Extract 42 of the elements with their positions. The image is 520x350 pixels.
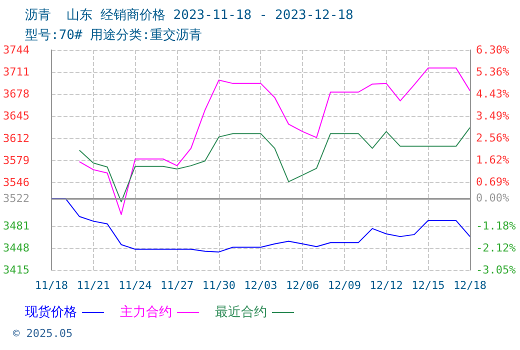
y2-tick-label: 2.56% — [476, 132, 510, 144]
legend-label: 最近合约 — [215, 305, 267, 320]
text: © 2025.05 — [13, 327, 73, 340]
y-tick-label: 3579 — [2, 154, 30, 167]
y-tick-label: 3522 — [2, 192, 30, 205]
x-tick-label: 12/18 — [453, 279, 487, 292]
y2-tick-label: 0.69% — [476, 176, 510, 188]
y2-tick-label: 3.49% — [476, 110, 510, 123]
line-series — [78, 68, 470, 215]
y-tick-label: 3481 — [2, 219, 30, 232]
y-tick-label: 3415 — [2, 264, 30, 276]
y-tick-label: 3645 — [2, 110, 30, 123]
x-tick-label: 12/12 — [370, 279, 403, 292]
x-tick-label: 11/30 — [202, 279, 236, 292]
legend-label: 主力合约 — [120, 304, 172, 320]
y2-tick-label: -2.12% — [476, 242, 516, 255]
line-series — [78, 127, 470, 202]
x-tick-label: 12/03 — [244, 279, 278, 292]
y-tick-label: 3744 — [2, 44, 30, 56]
y2-tick-label: 0.00% — [476, 192, 510, 205]
y-tick-label: 3546 — [2, 176, 30, 189]
x-tick-label: 11/27 — [160, 279, 194, 292]
x-tick-label: 12/09 — [328, 279, 362, 292]
y2-tick-label: 6.30% — [476, 44, 510, 56]
x-tick-label: 12/15 — [412, 279, 445, 292]
y2-tick-label: 5.36% — [476, 66, 510, 79]
x-tick-label: 11/21 — [76, 279, 110, 292]
x-tick-label: 11/24 — [118, 279, 152, 292]
x-tick-label: 12/06 — [286, 279, 320, 292]
legend-label: 现货价格 — [25, 305, 77, 320]
chart-subtitle: 型号:70# 用途分类:重交沥青 — [25, 27, 202, 43]
y2-tick-label: -1.18% — [476, 220, 516, 232]
line-series — [50, 198, 470, 252]
y2-tick-label: 1.62% — [476, 154, 510, 167]
x-tick-label: 11/18 — [34, 279, 68, 292]
y-tick-label: 3612 — [2, 132, 30, 145]
y-tick-label: 3678 — [2, 88, 30, 101]
y2-tick-label: 4.43% — [476, 88, 510, 100]
chart-title: 沥青 山东 经销商价格 2023-11-18 - 2023-12-18 — [25, 8, 354, 23]
y-tick-label: 3711 — [2, 66, 30, 79]
y-tick-label: 3448 — [2, 241, 30, 254]
y2-tick-label: -3.05% — [476, 264, 516, 276]
